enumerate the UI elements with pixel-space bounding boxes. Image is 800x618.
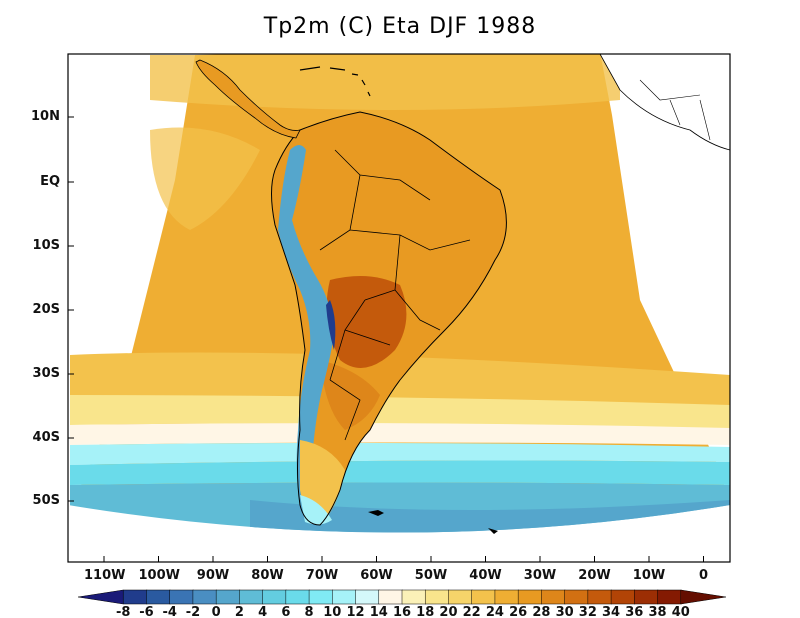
colorbar-label: -2 (186, 605, 200, 618)
colorbar-label: 20 (439, 605, 457, 618)
colorbar-label: -4 (162, 605, 176, 618)
colorbar-label: 38 (648, 605, 666, 618)
country-borders (319, 149, 471, 441)
colorbar-label: 2 (235, 605, 244, 618)
band-light-cyan (70, 442, 730, 465)
africa-coast (599, 54, 730, 151)
colorbar-label: 32 (579, 605, 597, 618)
lon-label: 10W (632, 568, 666, 583)
colorbar-label: 18 (416, 605, 434, 618)
colorbar-label: 6 (281, 605, 290, 618)
lon-label: 20W (578, 568, 611, 583)
band-cream (70, 423, 730, 445)
colorbar-swatch (146, 589, 171, 605)
colorbar-label: 28 (532, 605, 550, 618)
colorbar-label: 4 (258, 605, 267, 618)
colorbar-swatch (587, 589, 612, 605)
colorbar-label: 30 (556, 605, 574, 618)
colorbar-swatch (517, 589, 543, 605)
colorbar-label: 10 (323, 605, 341, 618)
colorbar: -8 -6 -4 -2 0 2 4 6 8 10 12 14 16 18 20 22 24 26 28 30 32 34 3… (77, 589, 727, 618)
warm-interior (320, 360, 380, 430)
lon-label: 0 (698, 568, 709, 583)
colorbar-swatch (657, 589, 682, 605)
colorbar-label: 26 (509, 605, 527, 618)
colorbar-swatch (494, 589, 519, 605)
lat-label: 10N (31, 109, 60, 124)
lon-label: 30W (523, 568, 557, 583)
colorbar-swatch (122, 589, 148, 605)
colorbar-swatch (634, 589, 659, 605)
lat-label: 30S (32, 366, 60, 381)
lat-label: 40S (32, 430, 60, 445)
lat-label: 20S (32, 302, 60, 317)
colorbar-swatch (262, 589, 287, 605)
colorbar-label: -8 (116, 605, 130, 618)
colorbar-swatch (424, 589, 450, 605)
lon-label: 40W (469, 568, 502, 583)
lat-label: 50S (32, 493, 60, 508)
lat-label: 10S (32, 238, 60, 253)
lon-label: 70W (305, 568, 339, 583)
colorbar-swatch (169, 589, 194, 605)
coastline (271, 111, 507, 526)
andes-cold (278, 145, 335, 520)
colorbar-label: 16 (393, 605, 411, 618)
colorbar-label: 40 (672, 605, 690, 618)
colorbar-label: 34 (602, 605, 620, 618)
colorbar-swatch (541, 589, 566, 605)
colorbar-swatch (77, 589, 124, 605)
band-pale-yellow (70, 395, 730, 430)
map-title: Tp2m (C) Eta DJF 1988 (263, 14, 537, 39)
colorbar-swatch (448, 589, 473, 605)
colorbar-label: 36 (625, 605, 643, 618)
colorbar-swatch (239, 589, 264, 605)
colorbar-label: 14 (370, 605, 388, 618)
band-cyan (70, 460, 730, 485)
colorbar-swatch (308, 589, 334, 605)
colorbar-swatch (471, 589, 496, 605)
central-america (195, 59, 301, 139)
band-warm-north (150, 55, 620, 110)
colorbar-label: 24 (486, 605, 504, 618)
colorbar-swatch (355, 589, 380, 605)
colorbar-swatch (378, 589, 403, 605)
africa-borders (639, 79, 711, 141)
map-frame (67, 53, 731, 563)
lat-label: EQ (40, 174, 60, 189)
patagonia-tip (300, 495, 332, 525)
colorbar-label: 0 (212, 605, 221, 618)
lon-label: 80W (251, 568, 284, 583)
lon-label: 50W (414, 568, 448, 583)
lon-label: 100W (138, 568, 180, 583)
colorbar-swatch (285, 589, 310, 605)
lon-label: 90W (196, 568, 230, 583)
pacific-warm-patch (150, 127, 260, 230)
lat-ticks (68, 116, 74, 502)
caribbean-islands (299, 66, 371, 97)
andes-peaks (326, 300, 336, 350)
colorbar-swatch (680, 589, 727, 605)
lon-label: 60W (360, 568, 393, 583)
lon-label: 110W (84, 568, 126, 583)
colorbar-swatch (401, 589, 426, 605)
falkland-islands (368, 510, 498, 534)
colorbar-label: 12 (346, 605, 364, 618)
colorbar-label: 8 (305, 605, 314, 618)
colorbar-swatch (610, 589, 636, 605)
colorbar-label: -6 (139, 605, 153, 618)
colorbar-label: 22 (463, 605, 481, 618)
colorbar-swatch (215, 589, 241, 605)
colorbar-swatch (332, 589, 357, 605)
lon-ticks (103, 556, 704, 562)
colorbar-swatch (564, 589, 589, 605)
hot-interior (326, 276, 407, 368)
colorbar-swatch (192, 589, 217, 605)
